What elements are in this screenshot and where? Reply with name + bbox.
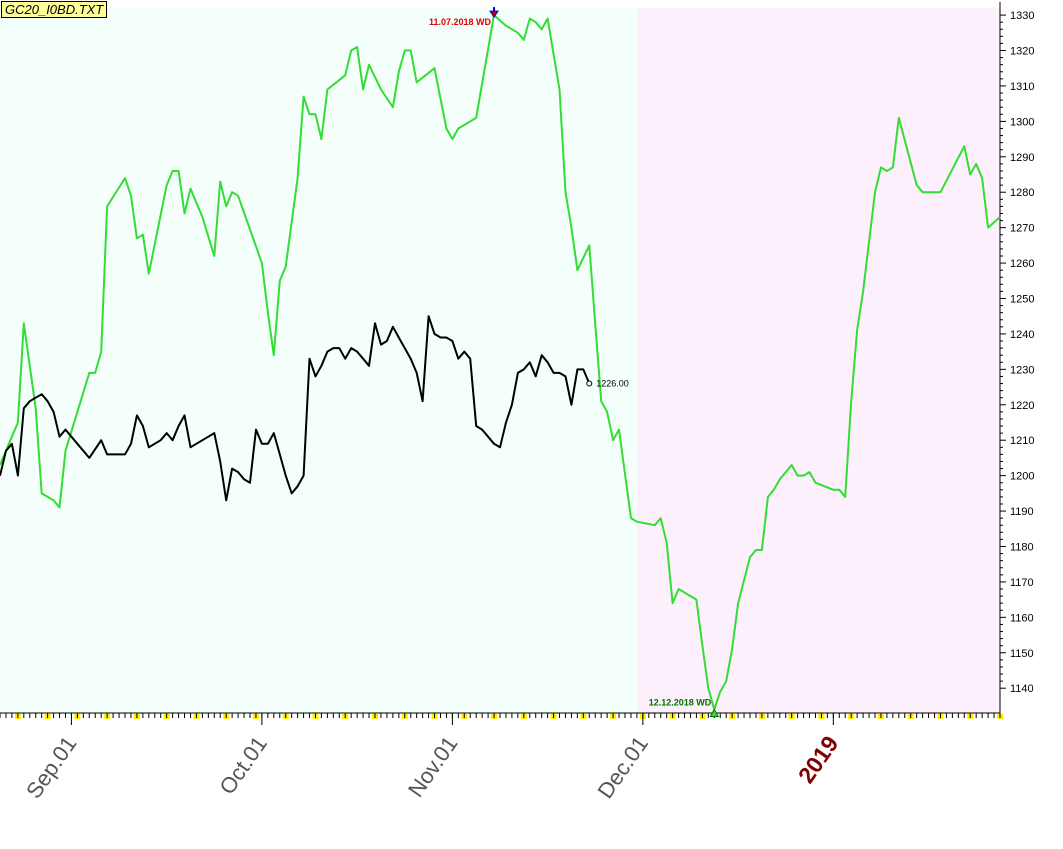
x-tick-label: Sep.01 [21,732,81,803]
y-tick-label: 1290 [1010,152,1034,164]
y-tick-label: 1260 [1010,258,1034,270]
x-tick-label: 2019 [793,731,844,788]
last-value-dot [586,380,593,387]
y-tick-label: 1320 [1010,46,1034,58]
high-marker-label: 11.07.2018 WD [429,17,492,27]
y-tick-label: 1140 [1010,683,1034,695]
y-tick-label: 1210 [1010,435,1034,447]
y-tick-label: 1310 [1010,81,1034,93]
background-regions [0,8,1000,713]
y-tick-label: 1270 [1010,223,1034,235]
y-tick-label: 1250 [1010,294,1034,306]
low-marker-arrow [709,708,720,717]
y-tick-label: 1330 [1010,10,1034,22]
y-tick-label: 1220 [1010,400,1034,412]
series-lines [0,14,1001,711]
x-tick-label: Nov.01 [403,732,463,802]
y-tick-label: 1230 [1010,364,1034,376]
annotations: 11.07.2018 WD 12.12.2018 WD 1226.00 [429,7,720,717]
series-line-black [0,315,591,502]
x-tick-label: Dec.01 [592,732,652,803]
y-tick-label: 1280 [1010,187,1034,199]
high-marker-arrow [489,10,499,18]
y-tick-label: 1170 [1010,577,1034,589]
y-tick-label: 1200 [1010,471,1034,483]
last-value-label: 1226.00 [596,379,629,389]
y-tick-label: 1180 [1010,541,1034,553]
y-tick-label: 1240 [1010,329,1034,341]
y-tick-label: 1300 [1010,116,1034,128]
file-name-label: GC20_I0BD.TXT [1,1,108,18]
y-tick-label: 1150 [1010,648,1034,660]
low-marker-label: 12.12.2018 WD [649,697,712,707]
background-region [636,8,1000,713]
y-tick-label: 1190 [1010,506,1034,518]
background-region [0,8,637,713]
x-tick-label: Oct.01 [214,732,272,799]
y-tick-label: 1160 [1010,612,1034,624]
series-line-green [0,14,1001,711]
